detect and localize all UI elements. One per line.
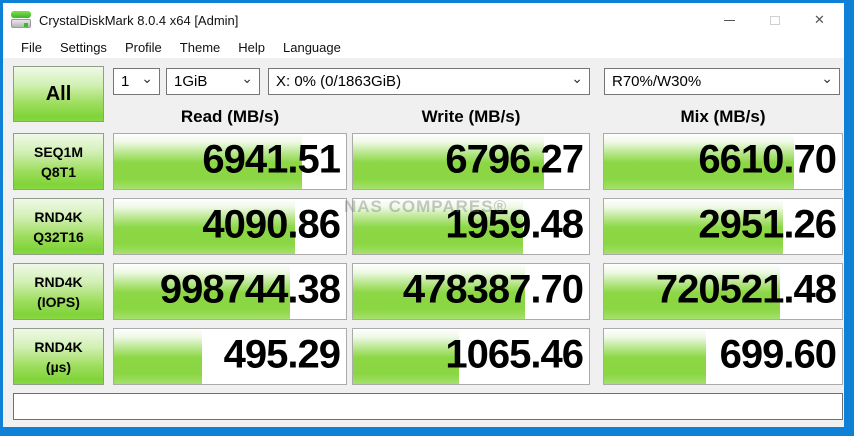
- row-button-rnd4k-q32t16[interactable]: RND4K Q32T16: [13, 198, 104, 255]
- result-value: 1065.46: [445, 332, 584, 377]
- score-bar: [353, 329, 460, 384]
- result-value: 478387.70: [402, 267, 584, 312]
- row-label-line1: RND4K: [34, 273, 83, 290]
- result-value: 6941.51: [202, 137, 341, 182]
- test-count-value: 1: [121, 73, 130, 90]
- test-size-value: 1GiB: [174, 73, 208, 90]
- result-cell-iops-mix: 720521.48: [603, 263, 843, 320]
- target-drive-value: X: 0% (0/1863GiB): [276, 73, 402, 90]
- result-value: 495.29: [223, 332, 341, 377]
- result-cell-iops-read: 998744.38: [113, 263, 347, 320]
- result-value: 2951.26: [698, 202, 837, 247]
- minimize-button[interactable]: [707, 3, 752, 37]
- title-bar[interactable]: CrystalDiskMark 8.0.4 x64 [Admin] ✕: [3, 3, 844, 37]
- minimize-icon: [724, 19, 735, 21]
- app-icon: [11, 11, 31, 29]
- row-label-line2: (µs): [45, 358, 72, 375]
- result-cell-seq1m-mix: 6610.70: [603, 133, 843, 190]
- close-icon: ✕: [814, 12, 825, 27]
- score-bar: [604, 134, 795, 189]
- result-cell-seq1m-read: 6941.51: [113, 133, 347, 190]
- maximize-button[interactable]: [752, 3, 797, 37]
- result-cell-latency-read: 495.29: [113, 328, 347, 385]
- row-label-line1: RND4K: [34, 338, 83, 355]
- score-bar: [114, 264, 291, 319]
- window-controls: ✕: [707, 3, 842, 37]
- menu-profile[interactable]: Profile: [124, 40, 162, 55]
- result-value: 1959.48: [445, 202, 584, 247]
- chevron-down-icon: ⌄: [821, 70, 833, 86]
- score-bar: [114, 134, 302, 189]
- result-cell-rnd4k-read: 4090.86: [113, 198, 347, 255]
- window-title: CrystalDiskMark 8.0.4 x64 [Admin]: [39, 12, 239, 28]
- result-value: 699.60: [719, 332, 837, 377]
- comment-input[interactable]: [13, 393, 843, 420]
- column-header-write: Write (MB/s): [421, 107, 521, 126]
- result-value: 6610.70: [698, 137, 837, 182]
- score-bar: [604, 264, 781, 319]
- close-button[interactable]: ✕: [797, 3, 842, 37]
- score-bar: [604, 199, 783, 254]
- menu-settings[interactable]: Settings: [59, 40, 107, 55]
- column-header-mix: Mix (MB/s): [680, 107, 766, 126]
- chevron-down-icon: ⌄: [141, 70, 153, 86]
- result-cell-rnd4k-write: 1959.48: [352, 198, 590, 255]
- score-bar: [114, 329, 203, 384]
- result-cell-iops-write: 478387.70: [352, 263, 590, 320]
- result-cell-rnd4k-mix: 2951.26: [603, 198, 843, 255]
- score-bar: [114, 199, 295, 254]
- row-label-line2: Q32T16: [33, 228, 84, 245]
- app-icon-led: [24, 23, 28, 27]
- chevron-down-icon: ⌄: [241, 70, 253, 86]
- score-bar: [353, 264, 526, 319]
- app-icon-disk-body: [11, 19, 31, 28]
- mix-ratio-value: R70%/W30%: [612, 73, 702, 90]
- result-value: 998744.38: [159, 267, 341, 312]
- test-count-select[interactable]: 1 ⌄: [113, 68, 160, 95]
- row-label-line1: RND4K: [34, 208, 83, 225]
- score-bar: [604, 329, 707, 384]
- result-value: 4090.86: [202, 202, 341, 247]
- row-button-seq1m-q8t1[interactable]: SEQ1M Q8T1: [13, 133, 104, 190]
- menu-theme[interactable]: Theme: [179, 40, 221, 55]
- menu-language[interactable]: Language: [283, 40, 341, 55]
- client-area: All 1 ⌄ 1GiB ⌄ X: 0% (0/1863GiB) ⌄ R70%/…: [3, 58, 844, 427]
- target-drive-select[interactable]: X: 0% (0/1863GiB) ⌄: [268, 68, 590, 95]
- run-all-button[interactable]: All: [13, 66, 104, 122]
- result-cell-seq1m-write: 6796.27: [352, 133, 590, 190]
- row-button-rnd4k-latency[interactable]: RND4K (µs): [13, 328, 104, 385]
- result-value: 720521.48: [655, 267, 837, 312]
- row-label-line2: Q8T1: [40, 163, 76, 180]
- menu-bar: File Settings Profile Theme Help Languag…: [3, 37, 844, 58]
- row-label-line2: (IOPS): [37, 293, 80, 310]
- row-button-rnd4k-iops[interactable]: RND4K (IOPS): [13, 263, 104, 320]
- result-cell-latency-mix: 699.60: [603, 328, 843, 385]
- score-bar: [353, 134, 545, 189]
- chevron-down-icon: ⌄: [571, 70, 583, 86]
- mix-ratio-select[interactable]: R70%/W30% ⌄: [604, 68, 840, 95]
- result-value: 6796.27: [445, 137, 584, 182]
- row-label-line1: SEQ1M: [33, 143, 83, 160]
- menu-help[interactable]: Help: [238, 40, 266, 55]
- test-size-select[interactable]: 1GiB ⌄: [166, 68, 260, 95]
- menu-file[interactable]: File: [21, 40, 42, 55]
- maximize-icon: [769, 15, 780, 25]
- result-cell-latency-write: 1065.46: [352, 328, 590, 385]
- app-icon-green-bar: [11, 11, 31, 18]
- score-bar: [353, 199, 523, 254]
- column-header-read: Read (MB/s): [180, 107, 280, 126]
